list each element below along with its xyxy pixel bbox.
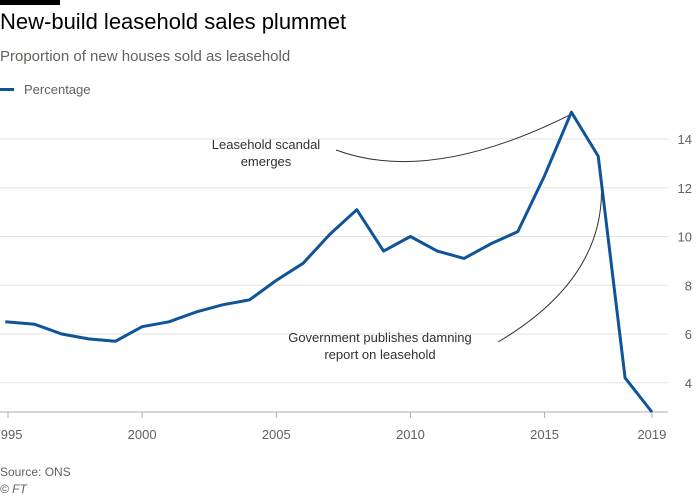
chart-subtitle: Proportion of new houses sold as leaseho…	[0, 48, 291, 65]
grid-lines	[0, 138, 668, 413]
y-tick-label: 8	[685, 278, 692, 293]
legend: Percentage	[0, 80, 91, 98]
x-tick-label: 2019	[637, 427, 666, 442]
legend-label: Percentage	[24, 81, 91, 97]
top-accent-bar	[0, 0, 60, 5]
y-tick-label: 14	[678, 132, 692, 147]
x-tick-label: 2005	[262, 427, 291, 442]
y-axis: 4 6 8 10 12 14	[678, 132, 692, 391]
annotation-leader-report	[497, 158, 602, 343]
chart-title: New-build leasehold sales plummet	[0, 9, 347, 34]
x-axis: 1995 2000 2005 2010 2015 2019	[0, 412, 666, 442]
annotation-report: Government publishes damning report on le…	[288, 330, 472, 362]
x-tick-label: 2000	[128, 427, 157, 442]
y-tick-label: 6	[685, 327, 692, 342]
x-tick-label: 2010	[396, 427, 425, 442]
y-tick-label: 4	[685, 376, 692, 391]
annotation-leader-scandal	[335, 113, 572, 163]
y-tick-label: 10	[678, 230, 692, 245]
x-tick-label: 2015	[530, 427, 559, 442]
series-layer	[5, 110, 654, 413]
legend-swatch	[0, 87, 14, 91]
y-tick-label: 12	[678, 181, 692, 196]
series-line	[5, 110, 654, 413]
credit-note: © FT	[0, 482, 27, 496]
annotation-scandal: Leasehold scandal emerges	[212, 137, 321, 169]
x-tick-label: 1995	[0, 427, 22, 442]
annotations: Leasehold scandal emerges Government publi…	[212, 113, 602, 362]
source-note: Source: ONS	[0, 465, 71, 479]
